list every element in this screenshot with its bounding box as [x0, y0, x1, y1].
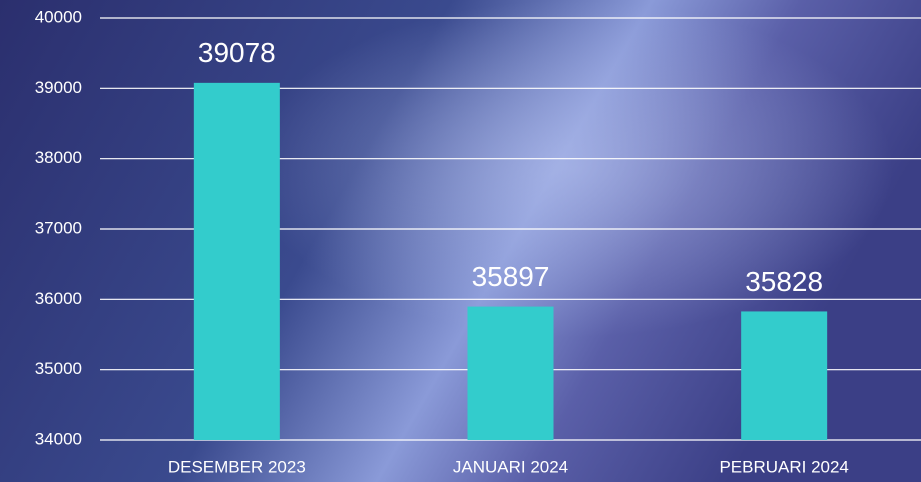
chart: 34000 35000 36000 37000 38000 39000 40000 DESEM… — [0, 0, 921, 482]
y-tick-label: 38000 — [35, 148, 82, 167]
y-tick-label: 36000 — [35, 289, 82, 308]
y-tick-label: 34000 — [35, 429, 82, 448]
bar — [741, 311, 827, 440]
bar — [194, 83, 280, 440]
y-tick-label: 40000 — [35, 7, 82, 26]
x-tick-label: PEBRUARI 2024 — [719, 457, 848, 476]
x-tick-label: JANUARI 2024 — [453, 457, 568, 476]
y-tick-label: 39000 — [35, 78, 82, 97]
bar — [468, 307, 554, 440]
data-label: 35897 — [472, 261, 550, 292]
data-label: 35828 — [745, 266, 823, 297]
data-label: 39078 — [198, 37, 276, 68]
y-tick-label: 35000 — [35, 359, 82, 378]
y-tick-label: 37000 — [35, 218, 82, 237]
x-tick-label: DESEMBER 2023 — [168, 457, 306, 476]
